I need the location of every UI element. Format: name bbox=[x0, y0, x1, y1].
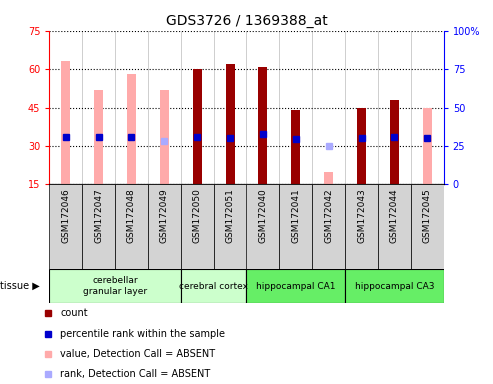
Bar bbox=[115, 184, 148, 269]
Bar bbox=[94, 89, 103, 184]
Bar bbox=[345, 269, 444, 303]
Text: GSM172046: GSM172046 bbox=[61, 189, 70, 243]
Bar bbox=[390, 100, 399, 184]
Title: GDS3726 / 1369388_at: GDS3726 / 1369388_at bbox=[166, 14, 327, 28]
Bar bbox=[291, 110, 300, 184]
Text: GSM172050: GSM172050 bbox=[193, 189, 202, 243]
Text: GSM172051: GSM172051 bbox=[226, 189, 235, 243]
Text: value, Detection Call = ABSENT: value, Detection Call = ABSENT bbox=[60, 349, 215, 359]
Text: percentile rank within the sample: percentile rank within the sample bbox=[60, 329, 225, 339]
Bar bbox=[258, 66, 267, 184]
Text: cerebellar
granular layer: cerebellar granular layer bbox=[83, 276, 147, 296]
Bar bbox=[181, 269, 246, 303]
Bar bbox=[324, 172, 333, 184]
Bar bbox=[345, 184, 378, 269]
Bar bbox=[280, 184, 312, 269]
Bar bbox=[160, 89, 169, 184]
Text: GSM172042: GSM172042 bbox=[324, 189, 333, 243]
Bar bbox=[357, 108, 366, 184]
Bar bbox=[411, 184, 444, 269]
Text: GSM172044: GSM172044 bbox=[390, 189, 399, 243]
Text: rank, Detection Call = ABSENT: rank, Detection Call = ABSENT bbox=[60, 369, 211, 379]
Bar bbox=[127, 74, 136, 184]
Bar bbox=[378, 184, 411, 269]
Bar bbox=[82, 184, 115, 269]
Bar bbox=[312, 184, 345, 269]
Text: GSM172041: GSM172041 bbox=[291, 189, 300, 243]
Bar bbox=[49, 184, 82, 269]
Text: GSM172047: GSM172047 bbox=[94, 189, 103, 243]
Text: GSM172043: GSM172043 bbox=[357, 189, 366, 243]
Text: GSM172049: GSM172049 bbox=[160, 189, 169, 243]
Bar bbox=[246, 269, 345, 303]
Text: hippocampal CA3: hippocampal CA3 bbox=[354, 281, 434, 291]
Text: hippocampal CA1: hippocampal CA1 bbox=[256, 281, 336, 291]
Bar bbox=[148, 184, 181, 269]
Text: tissue ▶: tissue ▶ bbox=[0, 281, 39, 291]
Text: count: count bbox=[60, 308, 88, 318]
Bar bbox=[213, 184, 246, 269]
Bar bbox=[181, 184, 213, 269]
Bar bbox=[423, 108, 432, 184]
Text: GSM172040: GSM172040 bbox=[258, 189, 267, 243]
Text: GSM172045: GSM172045 bbox=[423, 189, 432, 243]
Bar bbox=[225, 64, 235, 184]
Bar bbox=[193, 69, 202, 184]
Text: GSM172048: GSM172048 bbox=[127, 189, 136, 243]
Bar bbox=[246, 184, 280, 269]
Text: cerebral cortex: cerebral cortex bbox=[179, 281, 248, 291]
Bar bbox=[61, 61, 70, 184]
Bar bbox=[49, 269, 181, 303]
